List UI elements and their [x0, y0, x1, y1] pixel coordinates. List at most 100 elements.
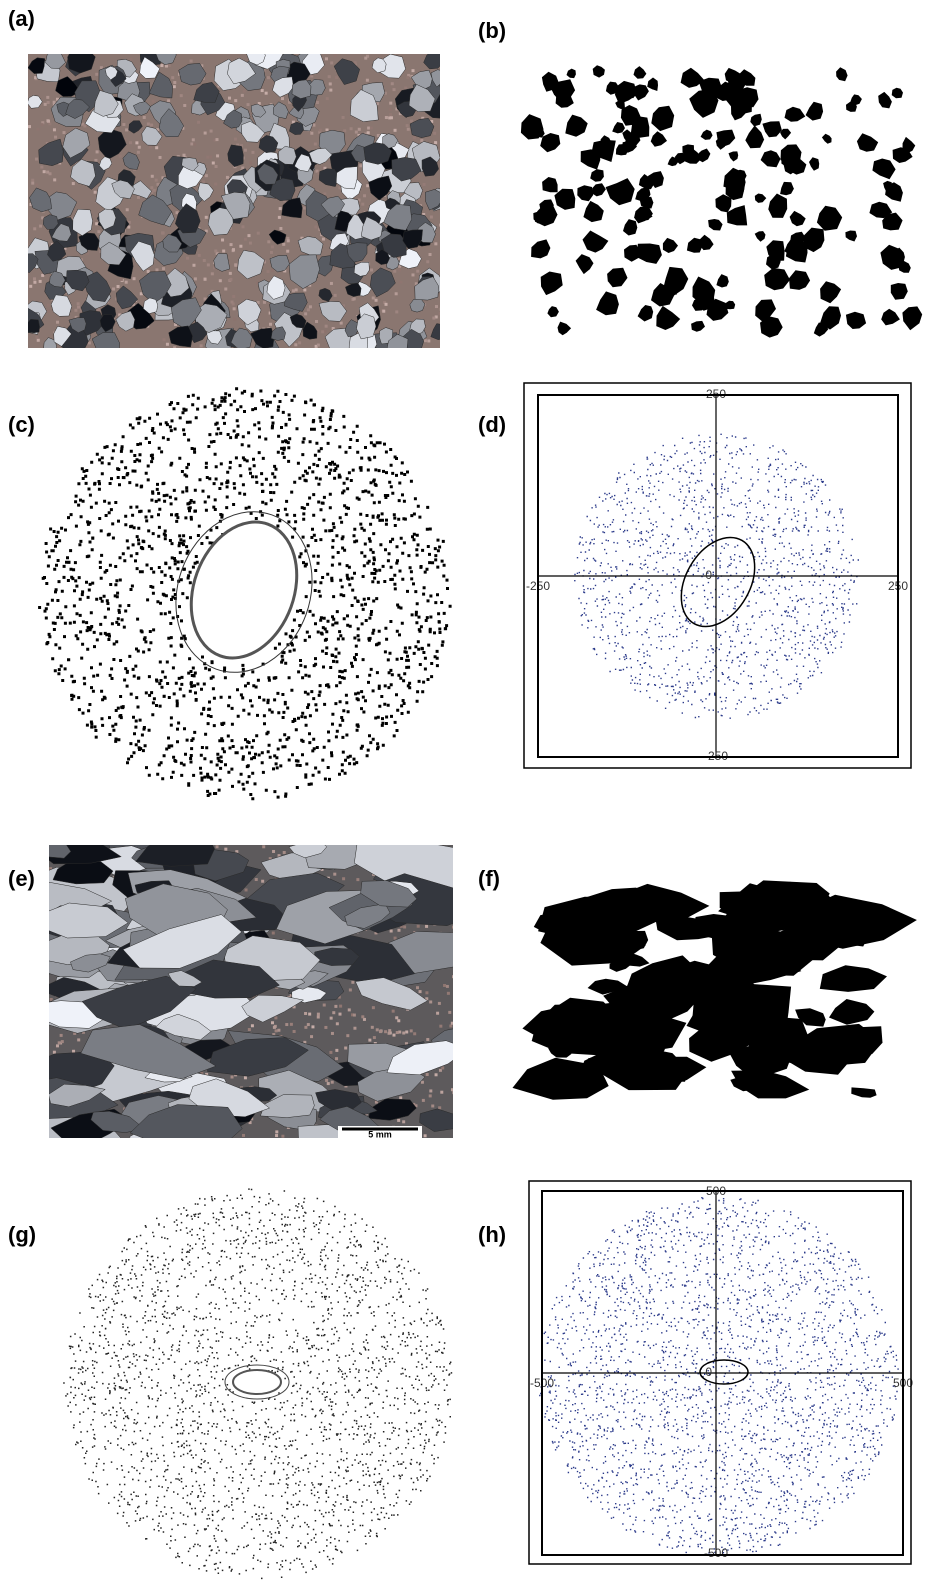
matrix-speck: [275, 1134, 278, 1137]
matrix-speck: [244, 1076, 247, 1079]
matrix-speck: [152, 100, 155, 103]
grain-silhouette: [891, 283, 908, 300]
matrix-speck: [48, 122, 51, 125]
matrix-speck: [53, 1051, 56, 1054]
matrix-speck: [363, 194, 366, 197]
matrix-speck: [322, 238, 325, 241]
matrix-speck: [216, 845, 219, 848]
matrix-speck: [271, 1021, 274, 1024]
matrix-speck: [150, 186, 153, 189]
grain-silhouette: [829, 999, 874, 1025]
panel-label: (a): [8, 6, 35, 31]
matrix-speck: [46, 171, 49, 174]
matrix-speck: [321, 330, 324, 333]
matrix-speck: [303, 288, 306, 291]
axis-label: -500: [704, 1546, 728, 1560]
grain-silhouette: [558, 322, 572, 336]
matrix-speck: [283, 851, 286, 854]
matrix-speck: [351, 981, 354, 984]
panel-label: (g): [8, 1222, 36, 1247]
grain-silhouette: [820, 965, 887, 992]
matrix-speck: [340, 322, 343, 325]
matrix-speck: [54, 136, 57, 139]
matrix-speck: [53, 128, 56, 131]
matrix-speck: [434, 141, 437, 144]
grain-silhouette: [878, 92, 892, 109]
matrix-speck: [212, 162, 215, 165]
matrix-speck: [95, 73, 98, 76]
grain-silhouette: [540, 133, 560, 152]
matrix-speck: [292, 289, 295, 292]
matrix-speck: [120, 278, 123, 281]
matrix-speck: [331, 1081, 334, 1084]
matrix-speck: [451, 1022, 454, 1025]
matrix-speck: [117, 285, 120, 288]
matrix-speck: [97, 230, 100, 233]
matrix-speck: [295, 288, 298, 291]
matrix-speck: [267, 76, 270, 79]
grain-silhouette: [593, 65, 605, 77]
matrix-speck: [436, 1012, 439, 1015]
matrix-speck: [389, 108, 392, 111]
matrix-speck: [281, 97, 284, 100]
matrix-speck: [397, 1119, 400, 1122]
grain-silhouette: [577, 185, 593, 201]
matrix-speck: [333, 873, 336, 876]
matrix-speck: [46, 96, 49, 99]
matrix-speck: [271, 269, 274, 272]
matrix-speck: [304, 1012, 307, 1015]
matrix-speck: [216, 154, 219, 157]
matrix-speck: [47, 101, 50, 104]
matrix-speck: [396, 1031, 399, 1034]
matrix-speck: [77, 306, 80, 309]
matrix-speck: [249, 161, 252, 164]
matrix-speck: [434, 242, 437, 245]
matrix-speck: [234, 264, 237, 267]
grain-silhouette: [755, 231, 766, 242]
matrix-speck: [356, 878, 359, 881]
matrix-speck: [233, 318, 236, 321]
grain-silhouette: [656, 306, 680, 330]
grain-silhouette: [623, 219, 637, 235]
matrix-speck: [394, 129, 397, 132]
matrix-speck: [403, 925, 406, 928]
matrix-speck: [390, 930, 393, 933]
grain-silhouette: [809, 157, 819, 171]
matrix-speck: [397, 1019, 400, 1022]
matrix-speck: [413, 1032, 416, 1035]
matrix-speck: [209, 156, 212, 159]
matrix-speck: [371, 1026, 374, 1029]
matrix-speck: [429, 253, 432, 256]
matrix-speck: [448, 1011, 451, 1014]
matrix-speck: [389, 113, 392, 116]
matrix-speck: [37, 128, 40, 131]
grain-silhouette: [806, 102, 824, 121]
matrix-speck: [429, 1089, 432, 1092]
matrix-speck: [452, 926, 455, 929]
binary-grains: [513, 880, 917, 1099]
matrix-speck: [31, 182, 34, 185]
matrix-speck: [337, 348, 340, 351]
matrix-speck: [58, 1041, 61, 1044]
matrix-speck: [39, 225, 42, 228]
matrix-speck: [397, 929, 400, 932]
matrix-speck: [342, 877, 345, 880]
matrix-speck: [335, 1057, 338, 1060]
matrix-speck: [348, 1008, 351, 1011]
matrix-speck: [398, 268, 401, 271]
matrix-speck: [251, 1024, 254, 1027]
matrix-speck: [443, 984, 446, 987]
fit-ellipse: [233, 1370, 281, 1394]
matrix-speck: [416, 986, 419, 989]
matrix-speck: [228, 97, 231, 100]
matrix-speck: [402, 1120, 405, 1123]
grains: [15, 38, 449, 361]
matrix-speck: [247, 234, 250, 237]
matrix-speck: [273, 1026, 276, 1029]
matrix-speck: [325, 1079, 328, 1082]
matrix-speck: [247, 103, 250, 106]
matrix-speck: [402, 1031, 405, 1034]
matrix-speck: [192, 264, 195, 267]
matrix-speck: [231, 301, 234, 304]
matrix-speck: [312, 124, 315, 127]
